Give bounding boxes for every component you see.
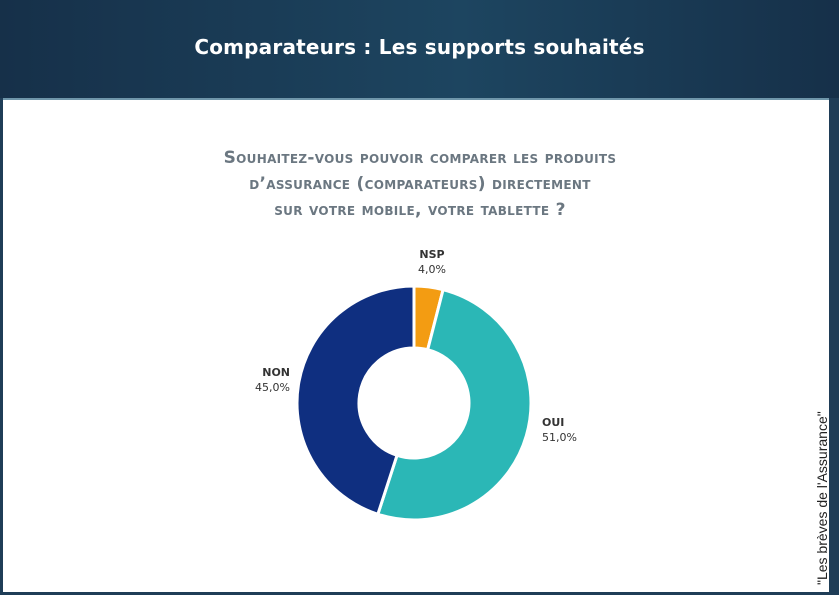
slice-label-non: NON [262, 366, 290, 379]
slice-label-nsp: NSP [419, 248, 444, 261]
donut-slice-non [295, 284, 416, 517]
chart-title-line-3: sur votre mobile, votre tablette ? [274, 200, 566, 220]
page-title: Comparateurs : Les supports souhaités [194, 35, 645, 59]
right-border [829, 98, 839, 595]
slice-label-oui: OUI [542, 416, 564, 429]
slice-value-non: 45,0% [255, 381, 290, 394]
source-credit: "Les brèves de l'Assurance" [814, 411, 830, 585]
chart-title-line-1: Souhaitez-vous pouvoir comparer les prod… [223, 148, 617, 168]
chart-title-line-2: d’assurance (comparateurs) directement [249, 174, 591, 194]
bottom-border [0, 592, 839, 595]
slice-value-nsp: 4,0% [418, 263, 446, 276]
header-bar [0, 0, 839, 98]
donut-slice-oui [375, 287, 533, 522]
slice-value-oui: 51,0% [542, 431, 577, 444]
